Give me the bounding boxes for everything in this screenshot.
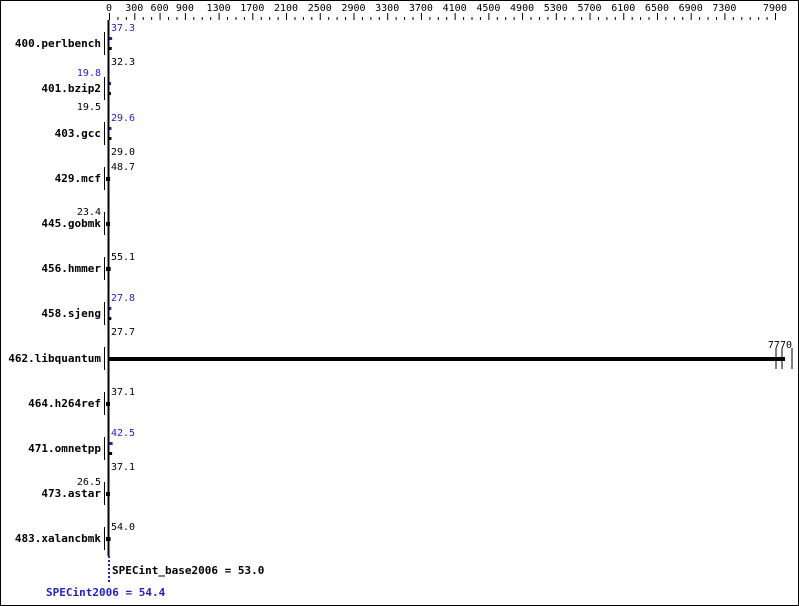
base-summary: SPECint_base2006 = 53.0	[112, 564, 264, 577]
base-value-label: 32.3	[111, 57, 135, 68]
peak-bar	[109, 82, 111, 85]
base-bar	[109, 317, 112, 320]
base-bar	[109, 92, 111, 95]
category-label: 464.h264ref	[28, 397, 101, 410]
category-label: 458.sjeng	[41, 307, 101, 320]
category-label: 429.mcf	[55, 172, 101, 185]
benchmark-row: 401.bzip2 19.8 19.5	[41, 68, 111, 113]
peak-summary: SPECint2006 = 54.4	[46, 586, 166, 599]
base-bar	[109, 137, 112, 140]
base-bar	[109, 452, 113, 455]
x-tick-label: 0	[106, 3, 112, 14]
x-tick-label: 6900	[679, 3, 703, 14]
x-tick-label: 300	[125, 3, 143, 14]
peak-bar	[109, 442, 113, 445]
peak-bar	[109, 37, 113, 40]
x-tick-label: 5300	[544, 3, 568, 14]
x-tick-label: 2100	[274, 3, 298, 14]
base-value-label: 23.4	[77, 207, 101, 218]
category-label: 471.omnetpp	[28, 442, 101, 455]
base-value-label: 19.5	[77, 102, 101, 113]
x-tick-label: 3300	[375, 3, 399, 14]
x-tick-label: 2500	[308, 3, 332, 14]
base-value-label: 7770	[768, 340, 792, 351]
base-value-label: 48.7	[111, 162, 135, 173]
category-label: 445.gobmk	[41, 217, 101, 230]
peak-value-label: 27.8	[111, 293, 135, 304]
x-tick-label: 4900	[510, 3, 534, 14]
x-tick-label: 900	[176, 3, 194, 14]
x-tick-label: 7900	[763, 3, 787, 14]
category-label: 403.gcc	[55, 127, 101, 140]
peak-value-label: 37.3	[111, 23, 135, 34]
benchmark-row: 471.omnetpp 42.5 37.1	[28, 428, 135, 473]
base-bar	[109, 357, 785, 361]
category-label: 473.astar	[41, 487, 101, 500]
base-value-label: 54.0	[111, 522, 135, 533]
base-value-label: 29.0	[111, 147, 135, 158]
x-tick-label: 4100	[443, 3, 467, 14]
peak-value-label: 29.6	[111, 113, 135, 124]
base-value-label: 26.5	[77, 477, 101, 488]
benchmark-row: 403.gcc 29.6 29.0	[55, 113, 135, 158]
base-value-label: 37.1	[111, 387, 135, 398]
category-label: 400.perlbench	[15, 37, 101, 50]
peak-bar	[109, 307, 112, 310]
benchmark-row: 462.libquantum 7770	[8, 340, 793, 370]
peak-bar	[109, 127, 112, 130]
x-tick-label: 6500	[645, 3, 669, 14]
base-value-label: 55.1	[111, 252, 135, 263]
x-tick-label: 7300	[712, 3, 736, 14]
x-tick-label: 2900	[341, 3, 365, 14]
base-bar	[109, 47, 112, 50]
x-tick-label: 1700	[240, 3, 264, 14]
peak-value-label: 42.5	[111, 428, 135, 439]
benchmark-row: 458.sjeng 27.8 27.7	[41, 293, 135, 338]
category-label: 456.hmmer	[41, 262, 101, 275]
category-label: 401.bzip2	[41, 82, 101, 95]
x-tick-label: 5700	[577, 3, 601, 14]
x-tick-label: 3700	[409, 3, 433, 14]
x-tick-label: 600	[151, 3, 169, 14]
base-value-label: 37.1	[111, 462, 135, 473]
category-label: 462.libquantum	[8, 352, 101, 365]
benchmark-row: 400.perlbench 37.3 32.3	[15, 23, 135, 68]
base-value-label: 27.7	[111, 327, 135, 338]
x-tick-label: 6100	[611, 3, 635, 14]
x-tick-label: 4500	[476, 3, 500, 14]
x-tick-label: 1300	[207, 3, 231, 14]
category-label: 483.xalancbmk	[15, 532, 101, 545]
peak-value-label: 19.8	[77, 68, 101, 79]
